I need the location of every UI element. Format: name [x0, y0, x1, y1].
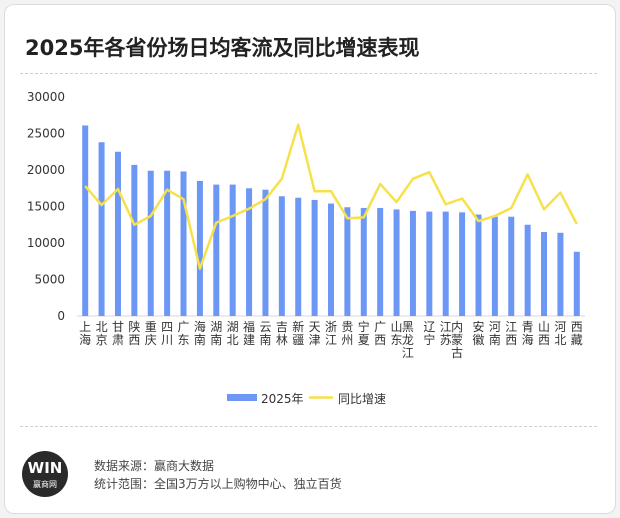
bar: [262, 189, 269, 316]
bar: [147, 170, 154, 316]
bar: [246, 188, 253, 316]
category-label: 江西: [505, 320, 517, 347]
bar: [164, 170, 171, 316]
category-label: 甘肃: [112, 320, 124, 347]
bar: [344, 207, 351, 316]
bar: [557, 232, 564, 316]
category-label: 广西: [374, 320, 386, 347]
bar: [131, 164, 138, 316]
chart-plot: 0 5000 10000 15000 20000 25000 30000 上海北京甘肃陕西重庆…: [27, 90, 585, 360]
category-label: 上海: [79, 320, 91, 347]
legend-bar-label: 2025年: [261, 392, 304, 406]
category-label: 河南: [489, 320, 501, 347]
bar: [180, 171, 187, 316]
bar: [196, 180, 203, 316]
legend: 2025年 同比增速: [5, 388, 615, 408]
category-label: 辽宁: [423, 320, 435, 347]
bar: [475, 214, 482, 316]
bar: [442, 211, 449, 316]
bar: [573, 251, 580, 316]
y-tick-label: 30000: [27, 90, 65, 104]
category-label: 湖南: [210, 319, 222, 347]
category-label: 云南: [259, 320, 271, 347]
bar: [311, 199, 318, 316]
category-label: 四川: [161, 320, 173, 347]
data-scope-text: 统计范围：全国3万方以上购物中心、独立百货: [94, 477, 342, 491]
category-label: 重庆: [145, 320, 157, 347]
growth-line: [84, 123, 578, 270]
category-label: 内蒙古: [451, 320, 463, 360]
y-tick-label: 0: [57, 309, 65, 323]
category-label: 宁夏: [358, 319, 370, 347]
chart-card: 2025年各省份场日均客流及同比增速表现 0 5000 10000 15000 2000…: [4, 4, 616, 514]
legend-line-label: 同比增速: [338, 392, 387, 406]
bar: [508, 216, 515, 316]
bar: [229, 184, 236, 316]
category-label: 浙江: [325, 320, 337, 347]
chart-title: 2025年各省份场日均客流及同比增速表现: [25, 36, 420, 60]
category-label: 福建: [243, 319, 255, 347]
category-label: 贵州: [341, 320, 353, 347]
bar: [393, 209, 400, 316]
category-label: 河北: [554, 320, 566, 347]
category-label: 新疆: [292, 319, 304, 347]
bar: [295, 197, 302, 316]
category-label: 北京: [96, 320, 108, 347]
category-label: 江苏: [440, 320, 452, 347]
category-label: 山东: [391, 320, 403, 347]
bar: [114, 151, 121, 316]
bottom-divider: [20, 426, 597, 427]
bar: [98, 142, 105, 316]
legend-bar-swatch: [227, 394, 257, 401]
category-label: 陕西: [128, 319, 140, 347]
category-label: 安徽: [472, 319, 484, 347]
category-label: 海南: [194, 319, 206, 347]
bar: [459, 212, 466, 316]
bar: [426, 211, 433, 316]
category-label: 吉林: [276, 320, 288, 347]
y-tick-label: 15000: [27, 200, 65, 214]
category-label: 广东: [178, 320, 190, 347]
y-tick-label: 20000: [27, 163, 65, 177]
y-tick-label: 5000: [34, 273, 65, 287]
category-label: 湖北: [227, 319, 239, 347]
brand-logo: WIN 赢商网: [22, 451, 68, 497]
bar: [524, 224, 531, 316]
bar: [409, 210, 416, 316]
bar: [213, 184, 220, 316]
bar: [377, 207, 384, 316]
y-tick-label: 10000: [27, 236, 65, 250]
data-source-text: 数据来源：赢商大数据: [94, 459, 215, 473]
category-label: 青海: [522, 320, 534, 347]
category-label: 黑龙江: [402, 320, 414, 360]
category-label: 西藏: [571, 320, 583, 347]
bar: [278, 196, 285, 316]
category-label: 天津: [309, 320, 321, 347]
bar: [360, 207, 367, 316]
top-divider: [20, 73, 597, 74]
bar: [82, 125, 89, 316]
bar: [541, 232, 548, 316]
y-tick-label: 25000: [27, 127, 65, 141]
bar: [491, 216, 498, 316]
category-label: 山西: [538, 320, 550, 347]
bar: [328, 203, 334, 316]
